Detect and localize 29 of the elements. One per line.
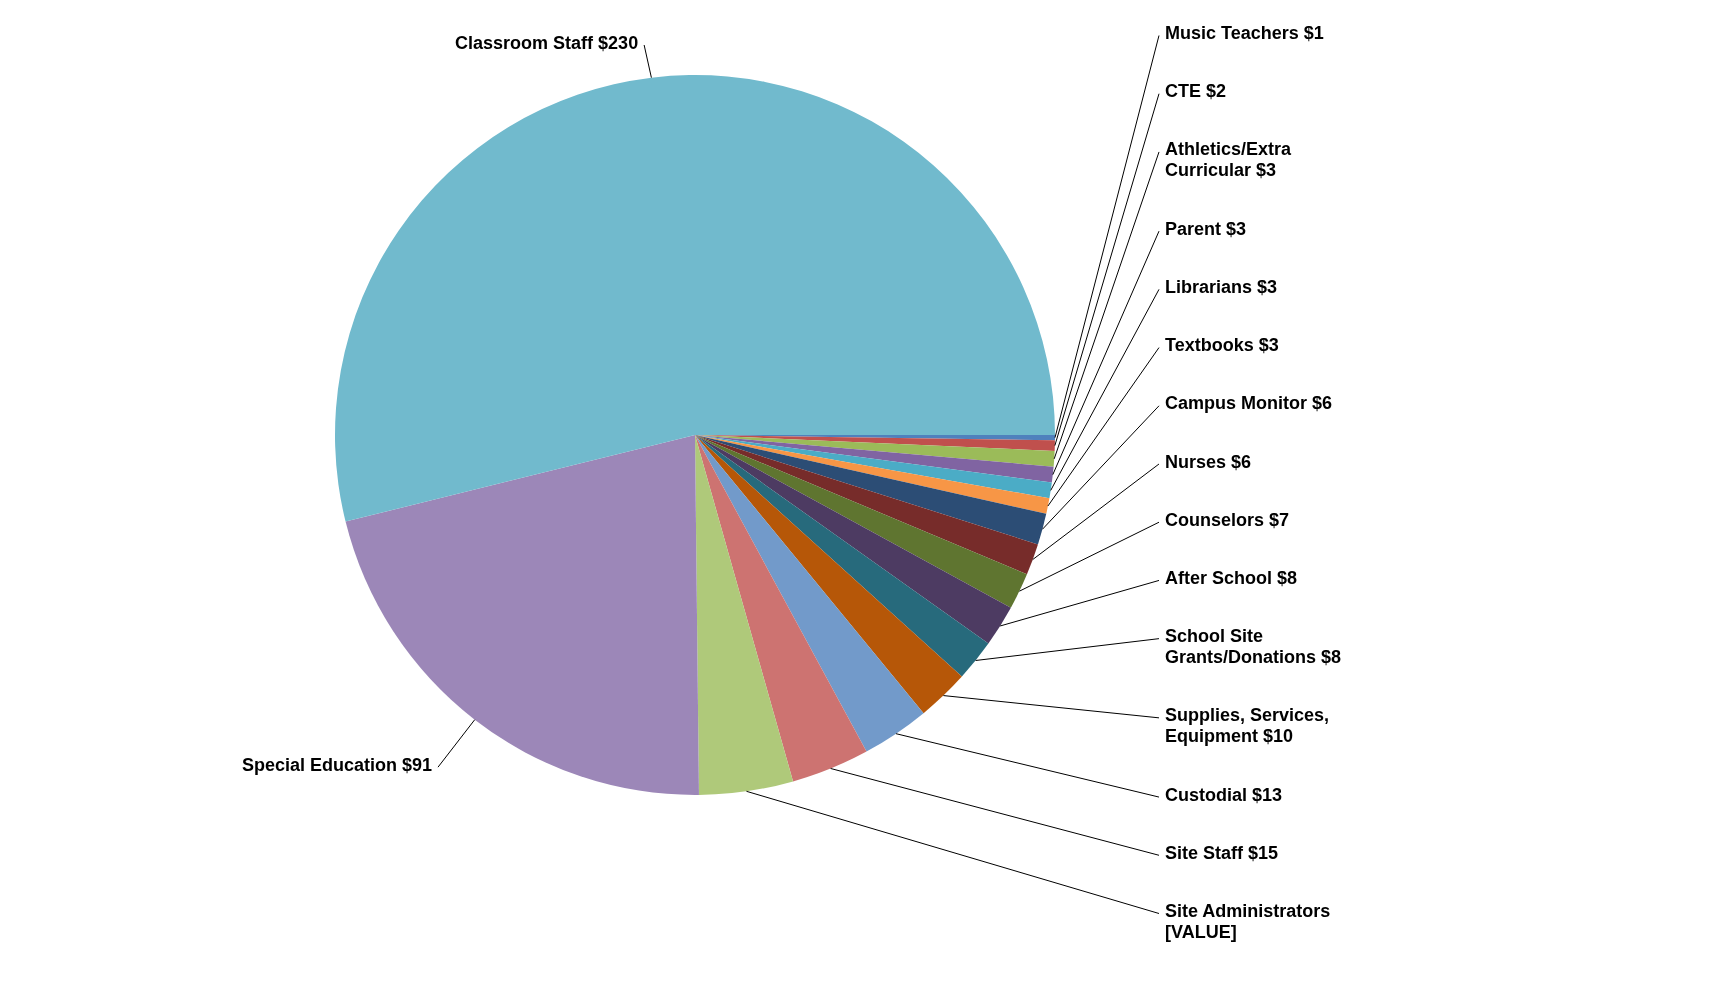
slice-label: Site Administrators xyxy=(1165,901,1331,921)
pie-slice xyxy=(695,435,924,752)
pie-slice xyxy=(695,435,1052,499)
pie-slice xyxy=(695,435,962,714)
slice-label: Music Teachers $1 xyxy=(1165,23,1324,43)
slice-label: Custodial $13 xyxy=(1165,784,1283,805)
slice-label: Supplies, Services, Equipment $10 xyxy=(1165,705,1330,747)
pie-slice xyxy=(335,75,1055,522)
slice-label: Athletics/Extra Curricular $3 xyxy=(1165,139,1293,181)
slice-label: Parent $3 xyxy=(1165,218,1247,239)
slice-label: After School $8 xyxy=(1165,567,1298,588)
slice-label: Textbooks $3 xyxy=(1165,335,1279,356)
slice-label: Counselors $7 xyxy=(1165,509,1290,530)
slice-label: Campus Monitor $6 xyxy=(1165,393,1333,414)
slice-label: School Site Grants/Donations $8 xyxy=(1165,626,1342,668)
slice-label: Librarians $3 xyxy=(1165,276,1278,297)
slice-label: CTE $2 xyxy=(1165,81,1227,102)
pie-slice xyxy=(695,435,1038,575)
pie-slice xyxy=(695,435,794,795)
slice-label: Nurses $6 xyxy=(1165,451,1252,472)
slice-label: Special Education $91 xyxy=(241,754,432,775)
data-label: [VALUE] xyxy=(1165,922,1237,942)
pie-slice xyxy=(695,435,989,677)
slice-label: Classroom Staff $230 xyxy=(455,32,639,53)
pie-slice xyxy=(695,435,1011,644)
pie-slice xyxy=(695,435,1050,514)
slice-label: Site Staff $15 xyxy=(1165,842,1279,863)
pie-slice xyxy=(695,435,867,782)
pie-slice xyxy=(695,435,1027,608)
